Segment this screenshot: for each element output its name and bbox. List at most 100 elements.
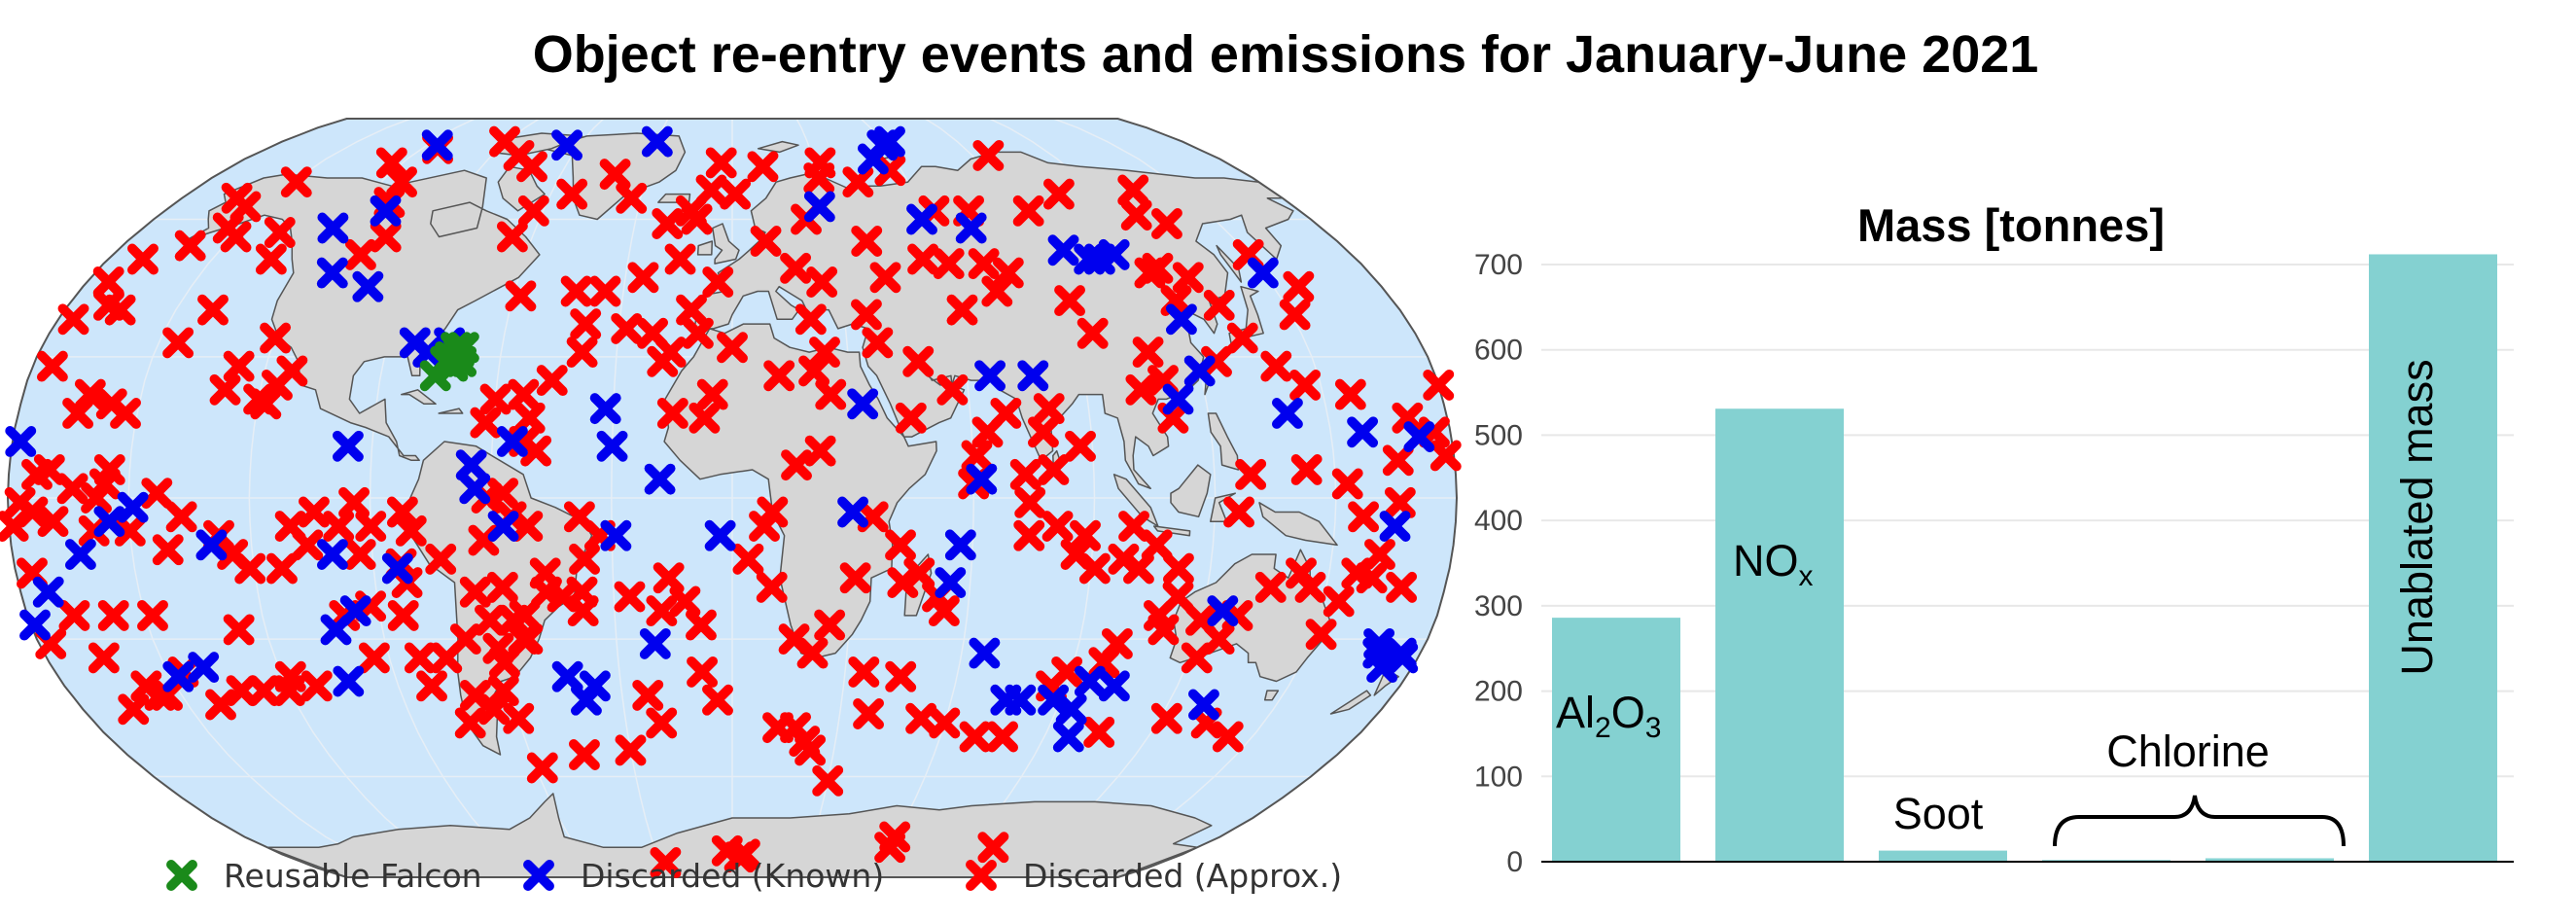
marker-discarded-approx xyxy=(386,496,418,528)
land-antarctica xyxy=(265,793,1213,877)
marker-discarded-approx xyxy=(516,151,547,183)
marker-discarded-approx xyxy=(803,162,835,194)
marker-discarded-approx xyxy=(292,529,324,561)
bar-gridlines xyxy=(1541,264,2514,778)
land-java xyxy=(1152,525,1191,537)
reentry-map xyxy=(0,118,1462,878)
y-tick-label: 100 xyxy=(1474,761,1523,793)
marker-discarded-approx xyxy=(664,243,696,275)
marker-discarded-approx xyxy=(220,221,252,253)
marker-discarded-approx xyxy=(387,599,419,631)
marker-discarded-approx xyxy=(757,496,789,528)
marker-discarded-approx xyxy=(599,159,631,191)
land-sakhalin xyxy=(1216,244,1243,283)
marker-discarded-approx xyxy=(81,482,113,514)
marker-discarded-approx xyxy=(1038,454,1070,485)
marker-discarded-approx xyxy=(162,327,194,359)
marker-discarded-known xyxy=(317,212,349,244)
marker-discarded-approx xyxy=(848,656,880,688)
marker-discarded-approx xyxy=(1065,430,1096,462)
marker-discarded-approx xyxy=(809,337,840,369)
marker-discarded-known xyxy=(1347,416,1379,448)
marker-discarded-approx xyxy=(512,511,544,542)
marker-discarded-known xyxy=(19,609,51,641)
marker-discarded-approx xyxy=(611,312,643,344)
marker-discarded-approx xyxy=(234,552,266,585)
marker-discarded-approx xyxy=(1042,178,1075,210)
marker-discarded-approx xyxy=(812,764,844,797)
marker-discarded-approx xyxy=(56,473,88,505)
marker-discarded-approx xyxy=(370,221,402,253)
marker-discarded-known xyxy=(1055,693,1087,726)
marker-discarded-approx xyxy=(344,539,376,570)
marker-discarded-approx xyxy=(646,707,678,739)
marker-discarded-known xyxy=(333,665,365,697)
bar-soot xyxy=(1879,850,2007,862)
marker-discarded-approx xyxy=(987,721,1019,753)
marker-discarded-approx xyxy=(209,373,241,406)
marker-discarded-known xyxy=(1047,234,1079,266)
marker-discarded-approx xyxy=(4,486,36,518)
marker-discarded-approx xyxy=(1260,350,1292,382)
marker-discarded-known xyxy=(316,257,348,289)
bar-chart-title: Mass [tonnes] xyxy=(1857,199,2165,251)
marker-discarded-known xyxy=(1271,398,1303,429)
marker-discarded-approx xyxy=(0,511,29,542)
y-tick-label: 200 xyxy=(1474,676,1523,708)
graticule-meridian xyxy=(611,119,669,877)
marker-discarded-approx xyxy=(1033,393,1065,425)
marker-discarded-approx xyxy=(702,266,734,298)
marker-discarded-approx xyxy=(1235,458,1267,490)
marker-discarded-known xyxy=(1162,383,1194,415)
marker-discarded-approx xyxy=(567,595,599,627)
marker-discarded-approx xyxy=(459,576,491,608)
marker-discarded-approx xyxy=(92,266,124,298)
marker-discarded-approx xyxy=(1125,373,1157,406)
marker-discarded-approx xyxy=(58,599,90,631)
bar-bars xyxy=(1552,254,2497,863)
bar-nox xyxy=(1715,408,1844,862)
marker-discarded-approx xyxy=(503,702,535,734)
marker-discarded-known xyxy=(1385,637,1417,669)
marker-discarded-known xyxy=(1183,355,1216,387)
marker-discarded-approx xyxy=(1150,702,1182,734)
marker-discarded-approx xyxy=(717,332,748,364)
marker-discarded-approx xyxy=(654,337,687,369)
marker-discarded-known xyxy=(641,125,673,158)
marker-discarded-approx xyxy=(137,599,168,631)
marker-discarded-approx xyxy=(946,294,978,326)
marker-discarded-approx xyxy=(300,670,333,702)
marker-discarded-approx xyxy=(197,294,229,326)
marker-discarded-approx xyxy=(355,511,387,542)
marker-discarded-approx xyxy=(1117,174,1149,206)
marker-discarded-known xyxy=(1005,684,1037,716)
marker-discarded-approx xyxy=(508,378,540,410)
marker-discarded-approx xyxy=(530,576,562,608)
marker-discarded-approx xyxy=(902,345,935,377)
marker-discarded-approx xyxy=(568,739,600,770)
marker-discarded-approx xyxy=(260,322,292,354)
legend-item-discarded-approx: Discarded (Approx.) xyxy=(966,857,1342,895)
marker-discarded-approx xyxy=(1348,501,1380,533)
mass-bar-chart: Mass [tonnes] 0 100 200 300 400 500 600 700 Al2… xyxy=(1474,199,2514,878)
marker-discarded-approx xyxy=(705,147,737,179)
marker-discarded-approx xyxy=(479,383,512,415)
marker-discarded-approx xyxy=(97,599,129,631)
marker-discarded-approx xyxy=(338,486,371,518)
chlorine-brace xyxy=(2053,795,2346,847)
marker-discarded-known xyxy=(352,270,384,302)
marker-reusable-falcon xyxy=(419,360,451,392)
marker-discarded-approx xyxy=(110,398,141,429)
marker-discarded-approx xyxy=(695,174,727,206)
marker-discarded-approx xyxy=(566,337,598,369)
land-svalbard xyxy=(757,140,799,154)
marker-discarded-approx xyxy=(223,350,255,382)
marker-discarded-approx xyxy=(482,632,514,664)
marker-discarded-approx xyxy=(778,623,810,656)
marker-discarded-approx xyxy=(280,166,312,198)
marker-discarded-approx xyxy=(781,449,812,481)
marker-reusable-falcon xyxy=(437,350,469,382)
y-tick-label: 0 xyxy=(1506,846,1523,878)
marker-discarded-known xyxy=(1379,511,1411,542)
land-south-america xyxy=(406,441,593,756)
